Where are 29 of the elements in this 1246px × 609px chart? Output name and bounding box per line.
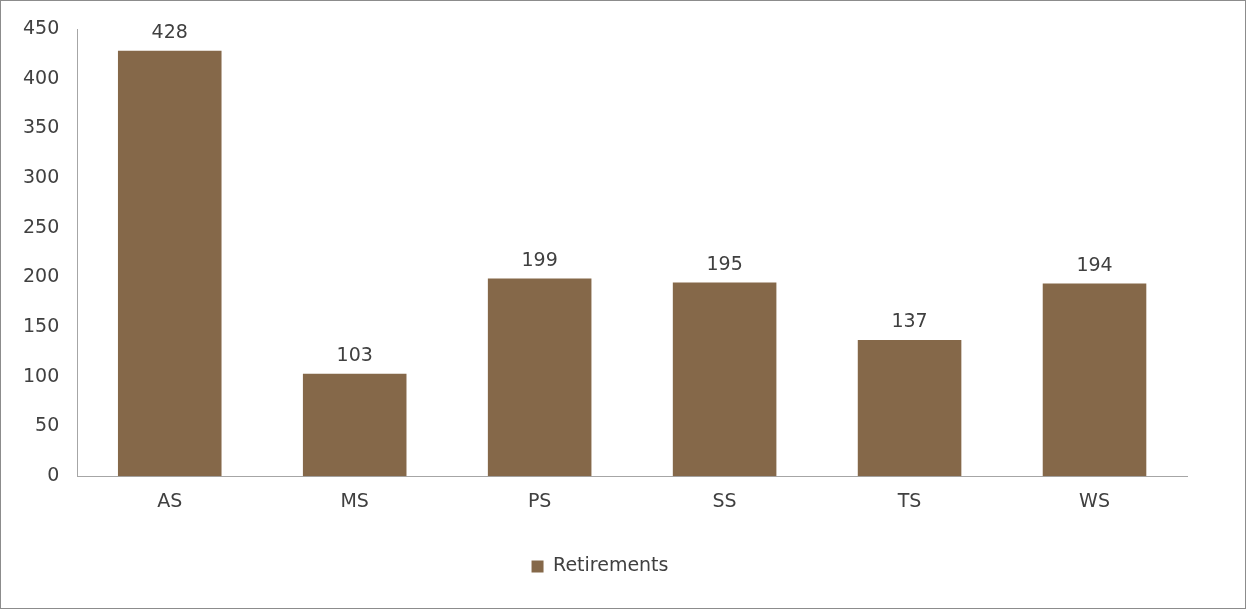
data-label: 428 bbox=[151, 20, 188, 43]
y-tick-label: 300 bbox=[23, 165, 60, 187]
legend-label: Retirements bbox=[553, 553, 669, 576]
y-tick-label: 100 bbox=[23, 363, 60, 386]
data-label: 137 bbox=[891, 309, 928, 332]
x-tick-label: TS bbox=[896, 488, 922, 511]
y-tick-label: 250 bbox=[23, 214, 60, 237]
y-tick-label: 0 bbox=[47, 463, 60, 486]
x-tick-label: MS bbox=[340, 488, 369, 511]
bar bbox=[857, 340, 962, 477]
x-tick-label: WS bbox=[1079, 488, 1110, 511]
bar bbox=[302, 373, 407, 477]
y-tick-label: 350 bbox=[23, 115, 60, 138]
y-tick-label: 200 bbox=[23, 264, 60, 287]
bar bbox=[1042, 283, 1147, 477]
y-tick-label: 50 bbox=[35, 413, 60, 436]
x-tick-label: PS bbox=[527, 488, 552, 511]
x-tick-label: AS bbox=[157, 488, 183, 511]
y-tick-label: 150 bbox=[23, 314, 60, 337]
bar bbox=[117, 50, 222, 477]
data-label: 103 bbox=[336, 343, 373, 366]
bar bbox=[672, 282, 777, 477]
x-tick-label: SS bbox=[712, 488, 737, 511]
data-label: 195 bbox=[706, 251, 743, 274]
y-tick-label: 450 bbox=[23, 15, 60, 38]
bar bbox=[487, 278, 592, 477]
data-label: 194 bbox=[1076, 252, 1113, 275]
y-tick-label: 400 bbox=[23, 65, 60, 88]
data-label: 199 bbox=[521, 247, 558, 270]
